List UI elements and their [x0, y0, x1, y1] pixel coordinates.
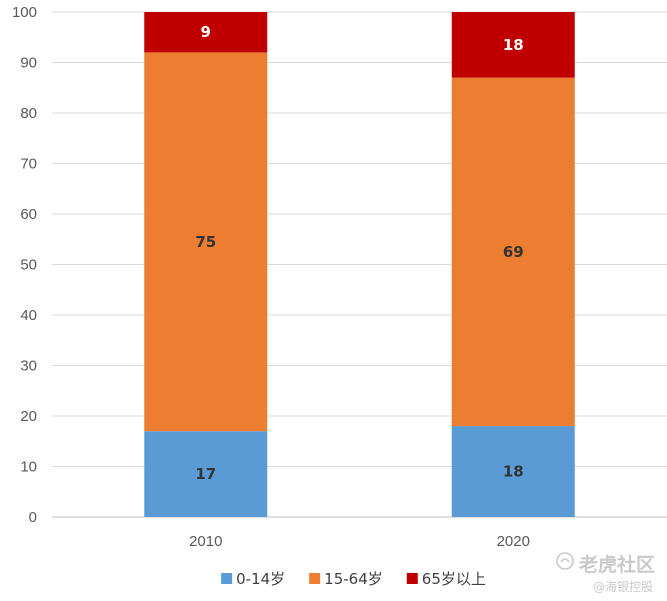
data-label: 9: [201, 23, 211, 41]
y-tick-label: 40: [20, 307, 37, 324]
x-tick-label: 2020: [497, 533, 530, 550]
legend-label: 15-64岁: [324, 570, 383, 588]
y-axis: 0 10 20 30 40 50 60 70 80 90 100: [12, 4, 37, 526]
data-label: 75: [195, 233, 216, 251]
y-tick-label: 20: [20, 408, 37, 425]
bar-segment: [451, 77, 575, 427]
watermark-subtitle: @海银控股: [592, 580, 653, 594]
y-tick-label: 60: [20, 206, 37, 223]
y-tick-label: 100: [12, 4, 37, 21]
bars: 17 75 9 18 69 18: [144, 12, 575, 517]
y-tick-label: 50: [20, 257, 37, 274]
legend-swatch: [221, 573, 233, 584]
data-label: 18: [503, 36, 524, 54]
y-tick-label: 0: [29, 509, 37, 526]
legend-label: 65岁以上: [422, 570, 486, 588]
legend-label: 0-14岁: [236, 570, 285, 588]
tiger-logo-icon: [556, 552, 574, 570]
y-tick-label: 70: [20, 156, 37, 173]
bar-segment: [144, 431, 268, 517]
y-tick-label: 30: [20, 358, 37, 375]
legend-swatch: [406, 573, 418, 584]
data-label: 17: [195, 465, 216, 483]
y-tick-label: 10: [20, 459, 37, 476]
y-tick-label: 90: [20, 55, 37, 72]
bar-segment: [144, 12, 268, 53]
y-tick-label: 80: [20, 105, 37, 122]
x-axis: 2010 2020: [189, 533, 530, 550]
data-label: 69: [503, 243, 524, 261]
x-tick-label: 2010: [189, 533, 222, 550]
legend-items: 0-14岁 15-64岁 65岁以上: [221, 570, 486, 588]
bar-segment: [451, 426, 575, 517]
data-label: 18: [503, 463, 524, 481]
bar-segment: [144, 52, 268, 432]
legend-swatch: [309, 573, 321, 584]
watermark-title: 老虎社区: [578, 554, 655, 576]
bar-segment: [451, 12, 575, 78]
legend: 0-14岁 15-64岁 65岁以上: [221, 570, 486, 588]
